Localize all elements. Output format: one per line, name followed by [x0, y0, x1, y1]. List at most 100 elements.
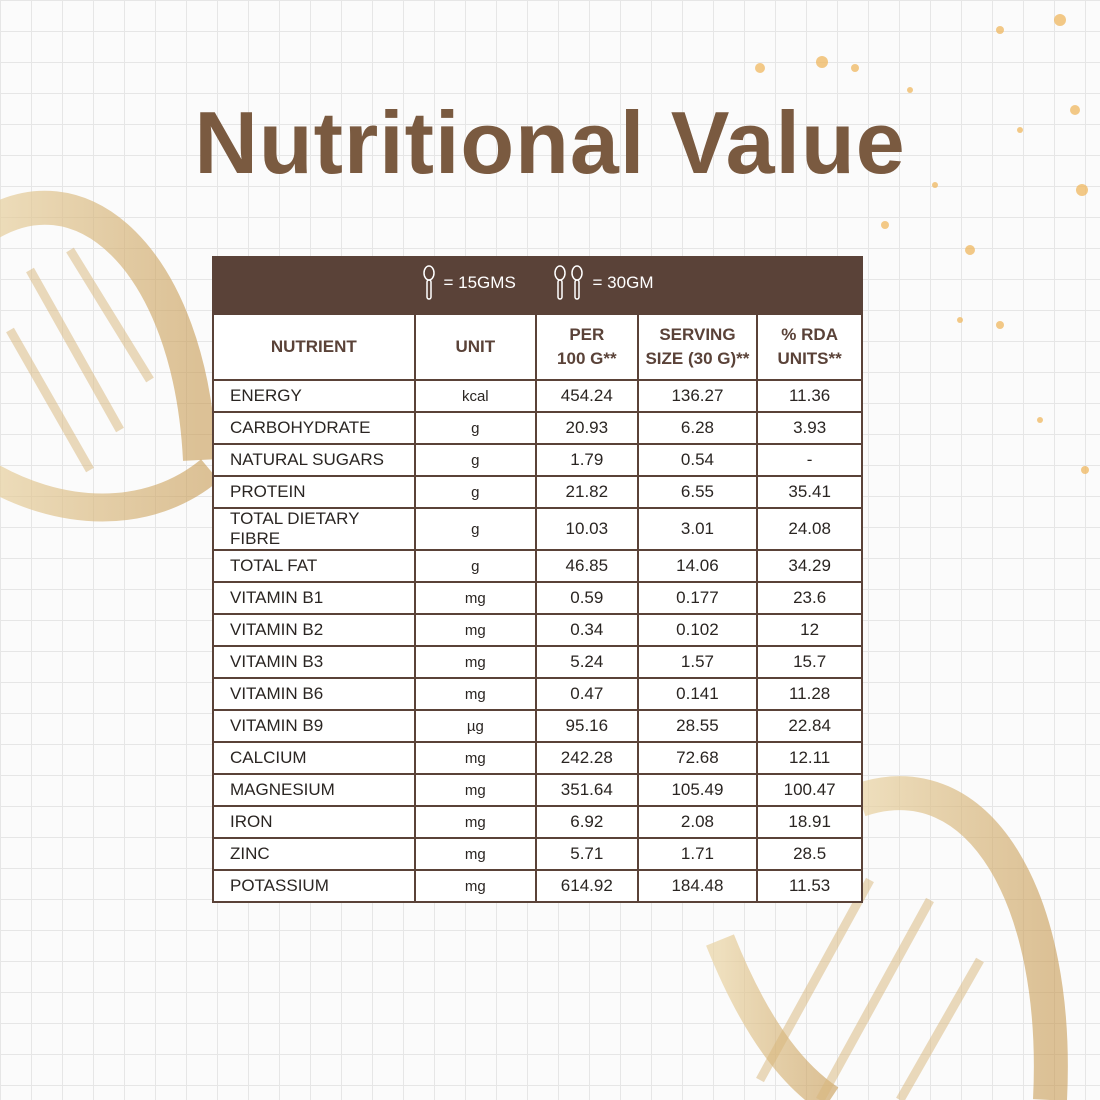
- dna-rung: [756, 877, 984, 1100]
- table-row: NATURAL SUGARS g 1.79 0.54-: [212, 443, 863, 477]
- table-cell: mg: [413, 773, 538, 807]
- dna-strand: [0, 190, 217, 461]
- table-cell: 0.54: [636, 443, 759, 477]
- table-cell: 21.82: [535, 475, 639, 509]
- table-row: VITAMIN B3 mg 5.24 1.57 15.7: [212, 645, 863, 679]
- table-row: ZINC mg 5.71 1.71 28.5: [212, 837, 863, 871]
- table-cell: 72.68: [636, 741, 759, 775]
- table-cell: VITAMIN B6: [212, 677, 416, 711]
- table-cell: TOTAL FAT: [212, 549, 416, 583]
- table-cell: CARBOHYDRATE: [212, 411, 416, 445]
- table-cell: 11.53: [756, 869, 863, 903]
- table-cell: 351.64: [535, 773, 639, 807]
- table-cell: mg: [413, 645, 538, 679]
- table-cell: 28.5: [756, 837, 863, 871]
- table-cell: 11.36: [756, 379, 863, 413]
- table-cell: 34.29: [756, 549, 863, 583]
- table-cell: 1.71: [636, 837, 759, 871]
- table-row: VITAMIN B9 µg 95.16 28.55 22.84: [212, 709, 863, 743]
- spoon-icon: [422, 265, 435, 300]
- table-row: POTASSIUM mg 614.92 184.48 11.53: [212, 869, 863, 903]
- table-cell: 6.92: [535, 805, 639, 839]
- table-row: VITAMIN B2 mg 0.34 0.102 12: [212, 613, 863, 647]
- header-line: UNITS**: [777, 349, 842, 368]
- sparkles: [755, 14, 1089, 474]
- nutrition-table: = 15GMS = 30GM NUTRIENT UNIT PER 100 G** SER…: [212, 256, 863, 903]
- table-cell: MAGNESIUM: [212, 773, 416, 807]
- dna-strand: [706, 934, 839, 1100]
- table-cell: 2.08: [636, 805, 759, 839]
- table-cell: 3.01: [636, 507, 759, 551]
- header-line: NUTRIENT: [270, 337, 357, 356]
- header-cell: SERVING SIZE (30 G)**: [636, 313, 759, 381]
- table-cell: 454.24: [535, 379, 639, 413]
- table-cell: mg: [413, 869, 538, 903]
- header-row: NUTRIENT UNIT PER 100 G** SERVING SIZE (30 G)…: [212, 313, 863, 381]
- table-cell: 1.57: [636, 645, 759, 679]
- table-cell: g: [413, 411, 538, 445]
- table-cell: mg: [413, 613, 538, 647]
- legend-single: = 15GMS: [422, 265, 516, 301]
- header-cell: UNIT: [413, 313, 538, 381]
- legend-double: = 30GM: [553, 265, 654, 301]
- table-cell: 136.27: [636, 379, 759, 413]
- legend-label: = 30GM: [592, 273, 654, 292]
- table-cell: 105.49: [636, 773, 759, 807]
- spoon-icon: [553, 265, 583, 300]
- table-cell: g: [413, 443, 538, 477]
- table-cell: 15.7: [756, 645, 863, 679]
- table-cell: mg: [413, 581, 538, 615]
- table-row: CARBOHYDRATE g 20.93 6.28 3.93: [212, 411, 863, 445]
- dna-rung: [6, 247, 154, 473]
- table-cell: µg: [413, 709, 538, 743]
- table-cell: 614.92: [535, 869, 639, 903]
- table-cell: 0.47: [535, 677, 639, 711]
- table-cell: PROTEIN: [212, 475, 416, 509]
- table-cell: 6.55: [636, 475, 759, 509]
- table-cell: 35.41: [756, 475, 863, 509]
- legend-label: = 15GMS: [443, 273, 516, 292]
- table-cell: 12: [756, 613, 863, 647]
- table-cell: 0.177: [636, 581, 759, 615]
- table-row: TOTAL DIETARY FIBRE g 10.03 3.01 24.08: [212, 507, 863, 551]
- table-cell: 12.11: [756, 741, 863, 775]
- table-cell: 95.16: [535, 709, 639, 743]
- table-cell: VITAMIN B3: [212, 645, 416, 679]
- table-cell: mg: [413, 741, 538, 775]
- table-cell: 3.93: [756, 411, 863, 445]
- table-cell: 6.28: [636, 411, 759, 445]
- table-row: ENERGY kcal 454.24 136.27 11.36: [212, 379, 863, 413]
- table-cell: mg: [413, 805, 538, 839]
- table-row: IRON mg 6.92 2.08 18.91: [212, 805, 863, 839]
- header-line: PER: [569, 325, 605, 344]
- header-line: UNIT: [455, 337, 496, 356]
- header-line: SERVING: [659, 325, 736, 344]
- table-cell: 28.55: [636, 709, 759, 743]
- table-row: CALCIUM mg 242.28 72.68 12.11: [212, 741, 863, 775]
- header-cell: NUTRIENT: [212, 313, 416, 381]
- header-cell: PER 100 G**: [535, 313, 639, 381]
- table-cell: 1.79: [535, 443, 639, 477]
- table-cell: 100.47: [756, 773, 863, 807]
- table-cell: ENERGY: [212, 379, 416, 413]
- table-cell: 22.84: [756, 709, 863, 743]
- dna-strand: [0, 459, 219, 522]
- table-cell: 5.24: [535, 645, 639, 679]
- table-cell: 184.48: [636, 869, 759, 903]
- table-cell: 11.28: [756, 677, 863, 711]
- header-line: SIZE (30 G)**: [645, 349, 750, 368]
- table-cell: g: [413, 549, 538, 583]
- table-cell: 10.03: [535, 507, 639, 551]
- table-cell: g: [413, 507, 538, 551]
- table-cell: 0.59: [535, 581, 639, 615]
- header-line: % RDA: [781, 325, 838, 344]
- table-cell: kcal: [413, 379, 538, 413]
- table-cell: VITAMIN B2: [212, 613, 416, 647]
- legend-row: = 15GMS = 30GM: [212, 256, 863, 315]
- table-row: TOTAL FAT g 46.85 14.06 34.29: [212, 549, 863, 583]
- legend: = 15GMS = 30GM: [212, 256, 863, 315]
- table-cell: mg: [413, 837, 538, 871]
- header-line: 100 G**: [557, 349, 617, 368]
